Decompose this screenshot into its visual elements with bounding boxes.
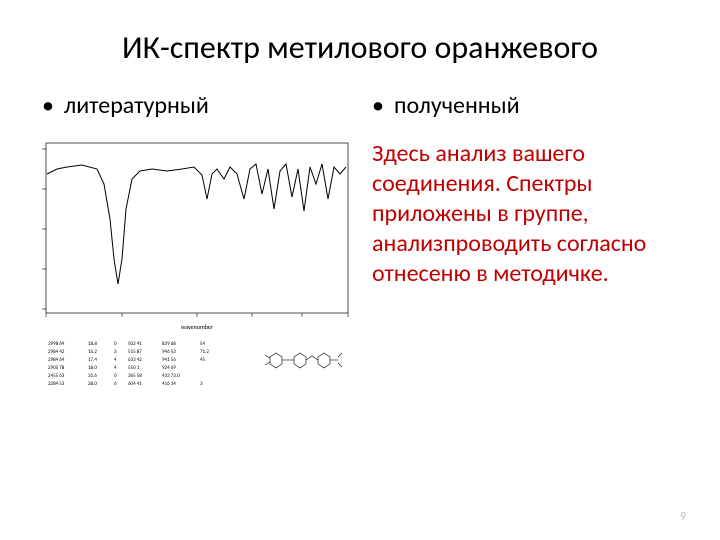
- svg-text:2984 64: 2984 64: [48, 357, 65, 363]
- svg-text:839 68: 839 68: [162, 341, 176, 347]
- svg-text:18.0: 18.0: [88, 365, 97, 371]
- svg-text:604 41: 604 41: [128, 381, 142, 387]
- two-column-layout: • литературный: [42, 91, 678, 399]
- svg-text:433 73.0: 433 73.0: [162, 373, 180, 379]
- svg-text:2905 78: 2905 78: [48, 365, 65, 371]
- slide-title: ИК-спектр метилового оранжевого: [42, 28, 678, 67]
- spectrum-svg: wavenumber 3998 6418.80502 41839 6854 29…: [42, 139, 352, 399]
- svg-text:28.0: 28.0: [88, 381, 97, 387]
- bullet-dot-icon: •: [372, 91, 384, 121]
- svg-text:wavenumber: wavenumber: [181, 323, 213, 331]
- svg-text:924 69: 924 69: [162, 365, 176, 371]
- right-body-text: Здесь анализ вашего соединения. Спектры …: [372, 139, 678, 289]
- svg-text:54: 54: [200, 341, 206, 347]
- svg-text:71.2: 71.2: [200, 349, 209, 355]
- svg-text:18.8: 18.8: [88, 341, 97, 347]
- left-bullet: • литературный: [42, 91, 352, 121]
- left-column: • литературный: [42, 91, 352, 399]
- svg-text:416 14: 416 14: [162, 381, 176, 387]
- right-bullet: • полученный: [372, 91, 678, 121]
- svg-text:16.2: 16.2: [88, 349, 97, 355]
- svg-text:550 1: 550 1: [128, 365, 140, 371]
- right-column: • полученный Здесь анализ вашего соедине…: [372, 91, 678, 399]
- slide: ИК-спектр метилового оранжевого • литера…: [0, 0, 720, 540]
- svg-text:515 87: 515 87: [128, 349, 142, 355]
- bullet-dot-icon: •: [42, 91, 54, 121]
- ir-spectrum-figure: wavenumber 3998 6418.80502 41839 6854 29…: [42, 139, 352, 399]
- page-number: 9: [680, 510, 686, 524]
- svg-text:2984 42: 2984 42: [48, 349, 65, 355]
- left-bullet-text: литературный: [64, 91, 209, 121]
- svg-text:17.4: 17.4: [88, 357, 97, 363]
- svg-text:502 41: 502 41: [128, 341, 142, 347]
- svg-text:3998 64: 3998 64: [48, 341, 65, 347]
- svg-text:946 53: 946 53: [162, 349, 176, 355]
- svg-text:2455 63: 2455 63: [48, 373, 65, 379]
- svg-text:941 56: 941 56: [162, 357, 176, 363]
- svg-text:633 42: 633 42: [128, 357, 142, 363]
- right-bullet-text: полученный: [394, 91, 520, 121]
- molecule-structure-icon: [265, 353, 342, 368]
- svg-text:365 58: 365 58: [128, 373, 142, 379]
- spectrum-data-table: 3998 6418.80502 41839 6854 2984 4216.235…: [46, 337, 256, 393]
- svg-text:31.6: 31.6: [88, 373, 97, 379]
- svg-text:45: 45: [200, 357, 206, 363]
- svg-text:2284 53: 2284 53: [48, 381, 65, 387]
